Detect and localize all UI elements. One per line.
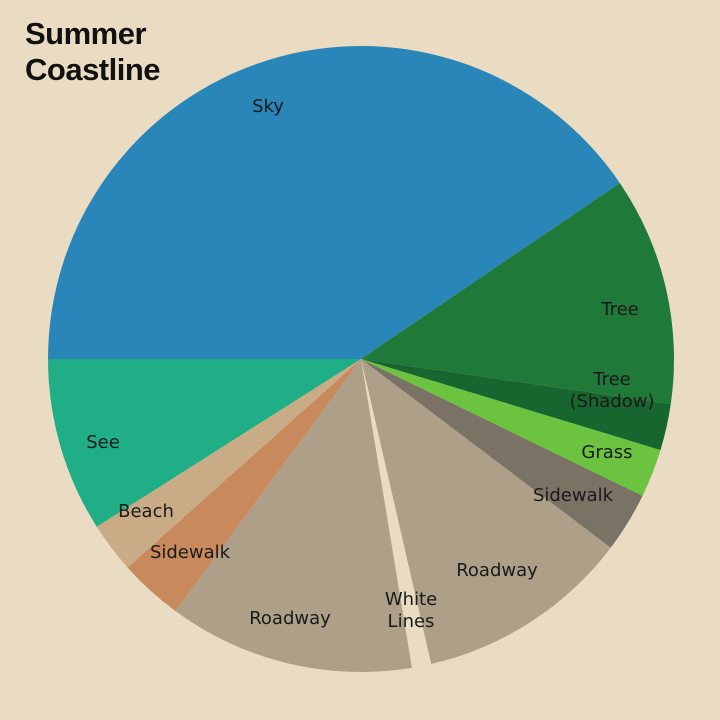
pie-slice [361, 183, 674, 405]
pie-slice [361, 359, 611, 665]
pie-slice [175, 359, 412, 672]
chart-title: Summer Coastline [25, 16, 161, 87]
pie-slice [48, 46, 620, 359]
slice-label: Sidewalk [533, 485, 614, 506]
slice-label: Roadway [249, 608, 331, 629]
slice-label: Roadway [456, 560, 538, 581]
slice-label: Grass [581, 442, 632, 463]
slice-label: Sidewalk [150, 542, 231, 563]
slice-label: White Lines [385, 589, 437, 632]
pie-slice [96, 359, 362, 568]
slice-label: Tree [600, 299, 639, 320]
pie-slice [127, 359, 362, 612]
pie-slice [48, 359, 361, 527]
pie-slice [361, 359, 671, 451]
slice-label: See [86, 432, 120, 453]
slice-label: Sky [252, 96, 284, 117]
slice-label: Tree (Shadow) [569, 369, 654, 412]
slice-label: Beach [118, 501, 174, 522]
pie-slice [361, 359, 432, 668]
pie-slice [361, 359, 661, 496]
pie-slice [361, 359, 643, 548]
